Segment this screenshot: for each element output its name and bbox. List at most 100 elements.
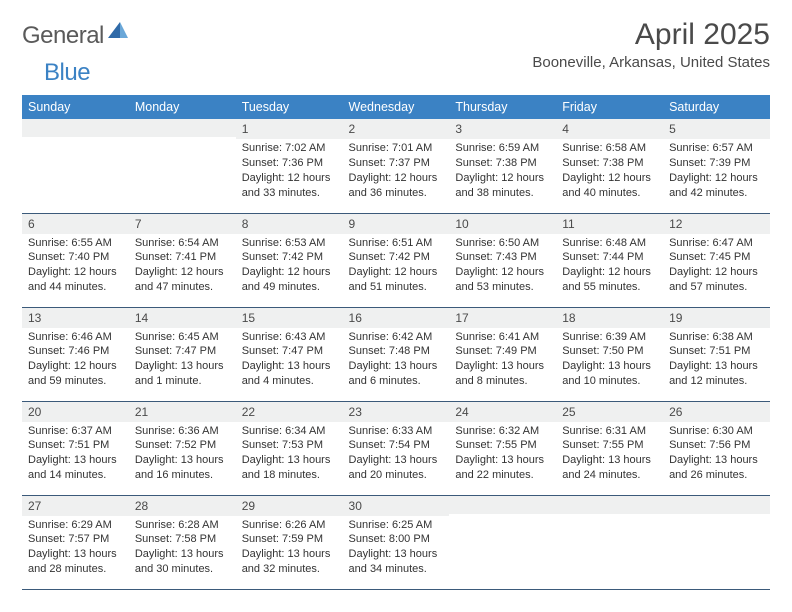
title-block: April 2025 Booneville, Arkansas, United …: [532, 18, 770, 71]
daylight-text: Daylight: 13 hours and 20 minutes.: [349, 453, 444, 483]
day-number: 22: [236, 402, 343, 422]
daylight-text: Daylight: 13 hours and 12 minutes.: [669, 359, 764, 389]
sunrise-text: Sunrise: 6:46 AM: [28, 330, 123, 345]
sunrise-text: Sunrise: 6:58 AM: [562, 141, 657, 156]
daylight-text: Daylight: 12 hours and 38 minutes.: [455, 171, 550, 201]
calendar-week-row: 1Sunrise: 7:02 AMSunset: 7:36 PMDaylight…: [22, 119, 770, 213]
sunset-text: Sunset: 7:52 PM: [135, 438, 230, 453]
sunset-text: Sunset: 7:55 PM: [562, 438, 657, 453]
daylight-text: Daylight: 13 hours and 28 minutes.: [28, 547, 123, 577]
day-number: 5: [663, 119, 770, 139]
daylight-text: Daylight: 12 hours and 53 minutes.: [455, 265, 550, 295]
sunrise-text: Sunrise: 6:26 AM: [242, 518, 337, 533]
sunset-text: Sunset: 7:51 PM: [28, 438, 123, 453]
calendar-day-cell: 1Sunrise: 7:02 AMSunset: 7:36 PMDaylight…: [236, 119, 343, 213]
sunset-text: Sunset: 7:40 PM: [28, 250, 123, 265]
logo: General: [22, 22, 130, 50]
daylight-text: Daylight: 12 hours and 36 minutes.: [349, 171, 444, 201]
logo-text-part2: Blue: [44, 59, 90, 87]
daylight-text: Daylight: 13 hours and 4 minutes.: [242, 359, 337, 389]
day-content: [22, 137, 129, 187]
day-number: 23: [343, 402, 450, 422]
day-number: 13: [22, 308, 129, 328]
calendar-day-cell: 10Sunrise: 6:50 AMSunset: 7:43 PMDayligh…: [449, 213, 556, 307]
sunrise-text: Sunrise: 6:59 AM: [455, 141, 550, 156]
calendar-day-cell: 18Sunrise: 6:39 AMSunset: 7:50 PMDayligh…: [556, 307, 663, 401]
sunrise-text: Sunrise: 6:41 AM: [455, 330, 550, 345]
calendar-day-cell: 12Sunrise: 6:47 AMSunset: 7:45 PMDayligh…: [663, 213, 770, 307]
sunset-text: Sunset: 7:38 PM: [562, 156, 657, 171]
sunrise-text: Sunrise: 6:36 AM: [135, 424, 230, 439]
daylight-text: Daylight: 13 hours and 6 minutes.: [349, 359, 444, 389]
sunset-text: Sunset: 7:49 PM: [455, 344, 550, 359]
sunrise-text: Sunrise: 6:28 AM: [135, 518, 230, 533]
day-number: 16: [343, 308, 450, 328]
calendar-day-cell: 24Sunrise: 6:32 AMSunset: 7:55 PMDayligh…: [449, 401, 556, 495]
daylight-text: Daylight: 13 hours and 16 minutes.: [135, 453, 230, 483]
calendar-day-cell: 13Sunrise: 6:46 AMSunset: 7:46 PMDayligh…: [22, 307, 129, 401]
sunset-text: Sunset: 7:36 PM: [242, 156, 337, 171]
daylight-text: Daylight: 13 hours and 34 minutes.: [349, 547, 444, 577]
sunset-text: Sunset: 7:57 PM: [28, 532, 123, 547]
day-content: [129, 137, 236, 187]
calendar-day-cell: 25Sunrise: 6:31 AMSunset: 7:55 PMDayligh…: [556, 401, 663, 495]
sunrise-text: Sunrise: 6:51 AM: [349, 236, 444, 251]
sunrise-text: Sunrise: 6:53 AM: [242, 236, 337, 251]
calendar-week-row: 20Sunrise: 6:37 AMSunset: 7:51 PMDayligh…: [22, 401, 770, 495]
daylight-text: Daylight: 12 hours and 40 minutes.: [562, 171, 657, 201]
day-content: Sunrise: 6:36 AMSunset: 7:52 PMDaylight:…: [129, 422, 236, 487]
calendar-empty-cell: [556, 495, 663, 589]
day-content: Sunrise: 6:43 AMSunset: 7:47 PMDaylight:…: [236, 328, 343, 393]
sunrise-text: Sunrise: 6:38 AM: [669, 330, 764, 345]
sunset-text: Sunset: 7:42 PM: [242, 250, 337, 265]
day-content: Sunrise: 6:25 AMSunset: 8:00 PMDaylight:…: [343, 516, 450, 581]
sunrise-text: Sunrise: 6:34 AM: [242, 424, 337, 439]
day-number: 2: [343, 119, 450, 139]
day-content: Sunrise: 6:30 AMSunset: 7:56 PMDaylight:…: [663, 422, 770, 487]
day-content: Sunrise: 7:02 AMSunset: 7:36 PMDaylight:…: [236, 139, 343, 204]
calendar-day-cell: 11Sunrise: 6:48 AMSunset: 7:44 PMDayligh…: [556, 213, 663, 307]
sunset-text: Sunset: 7:54 PM: [349, 438, 444, 453]
calendar-day-cell: 4Sunrise: 6:58 AMSunset: 7:38 PMDaylight…: [556, 119, 663, 213]
day-number: [556, 496, 663, 514]
day-content: Sunrise: 6:48 AMSunset: 7:44 PMDaylight:…: [556, 234, 663, 299]
day-content: Sunrise: 6:32 AMSunset: 7:55 PMDaylight:…: [449, 422, 556, 487]
location: Booneville, Arkansas, United States: [532, 54, 770, 71]
sunset-text: Sunset: 7:59 PM: [242, 532, 337, 547]
day-content: Sunrise: 6:54 AMSunset: 7:41 PMDaylight:…: [129, 234, 236, 299]
daylight-text: Daylight: 13 hours and 14 minutes.: [28, 453, 123, 483]
sunrise-text: Sunrise: 6:29 AM: [28, 518, 123, 533]
sunset-text: Sunset: 8:00 PM: [349, 532, 444, 547]
day-content: Sunrise: 6:59 AMSunset: 7:38 PMDaylight:…: [449, 139, 556, 204]
calendar-empty-cell: [22, 119, 129, 213]
day-header: Monday: [129, 95, 236, 119]
logo-triangle-icon: [108, 22, 128, 38]
sunrise-text: Sunrise: 6:31 AM: [562, 424, 657, 439]
day-content: Sunrise: 6:51 AMSunset: 7:42 PMDaylight:…: [343, 234, 450, 299]
sunset-text: Sunset: 7:53 PM: [242, 438, 337, 453]
day-header: Tuesday: [236, 95, 343, 119]
day-number: [663, 496, 770, 514]
day-content: Sunrise: 6:37 AMSunset: 7:51 PMDaylight:…: [22, 422, 129, 487]
daylight-text: Daylight: 13 hours and 18 minutes.: [242, 453, 337, 483]
sunset-text: Sunset: 7:50 PM: [562, 344, 657, 359]
sunrise-text: Sunrise: 6:54 AM: [135, 236, 230, 251]
calendar-day-cell: 3Sunrise: 6:59 AMSunset: 7:38 PMDaylight…: [449, 119, 556, 213]
daylight-text: Daylight: 13 hours and 10 minutes.: [562, 359, 657, 389]
day-number: 19: [663, 308, 770, 328]
day-number: 14: [129, 308, 236, 328]
calendar-day-cell: 22 Sunrise: 6:34 AMSunset: 7:53 PMDayligh…: [236, 401, 343, 495]
day-content: [449, 514, 556, 564]
calendar-day-cell: 2Sunrise: 7:01 AMSunset: 7:37 PMDaylight…: [343, 119, 450, 213]
calendar-day-cell: 5Sunrise: 6:57 AMSunset: 7:39 PMDaylight…: [663, 119, 770, 213]
logo-text-part1: General: [22, 22, 104, 50]
daylight-text: Daylight: 13 hours and 22 minutes.: [455, 453, 550, 483]
sunrise-text: Sunrise: 6:25 AM: [349, 518, 444, 533]
day-number: 8: [236, 214, 343, 234]
daylight-text: Daylight: 12 hours and 55 minutes.: [562, 265, 657, 295]
calendar-day-cell: 16Sunrise: 6:42 AMSunset: 7:48 PMDayligh…: [343, 307, 450, 401]
sunset-text: Sunset: 7:38 PM: [455, 156, 550, 171]
sunset-text: Sunset: 7:47 PM: [135, 344, 230, 359]
day-number: 29: [236, 496, 343, 516]
day-number: 3: [449, 119, 556, 139]
